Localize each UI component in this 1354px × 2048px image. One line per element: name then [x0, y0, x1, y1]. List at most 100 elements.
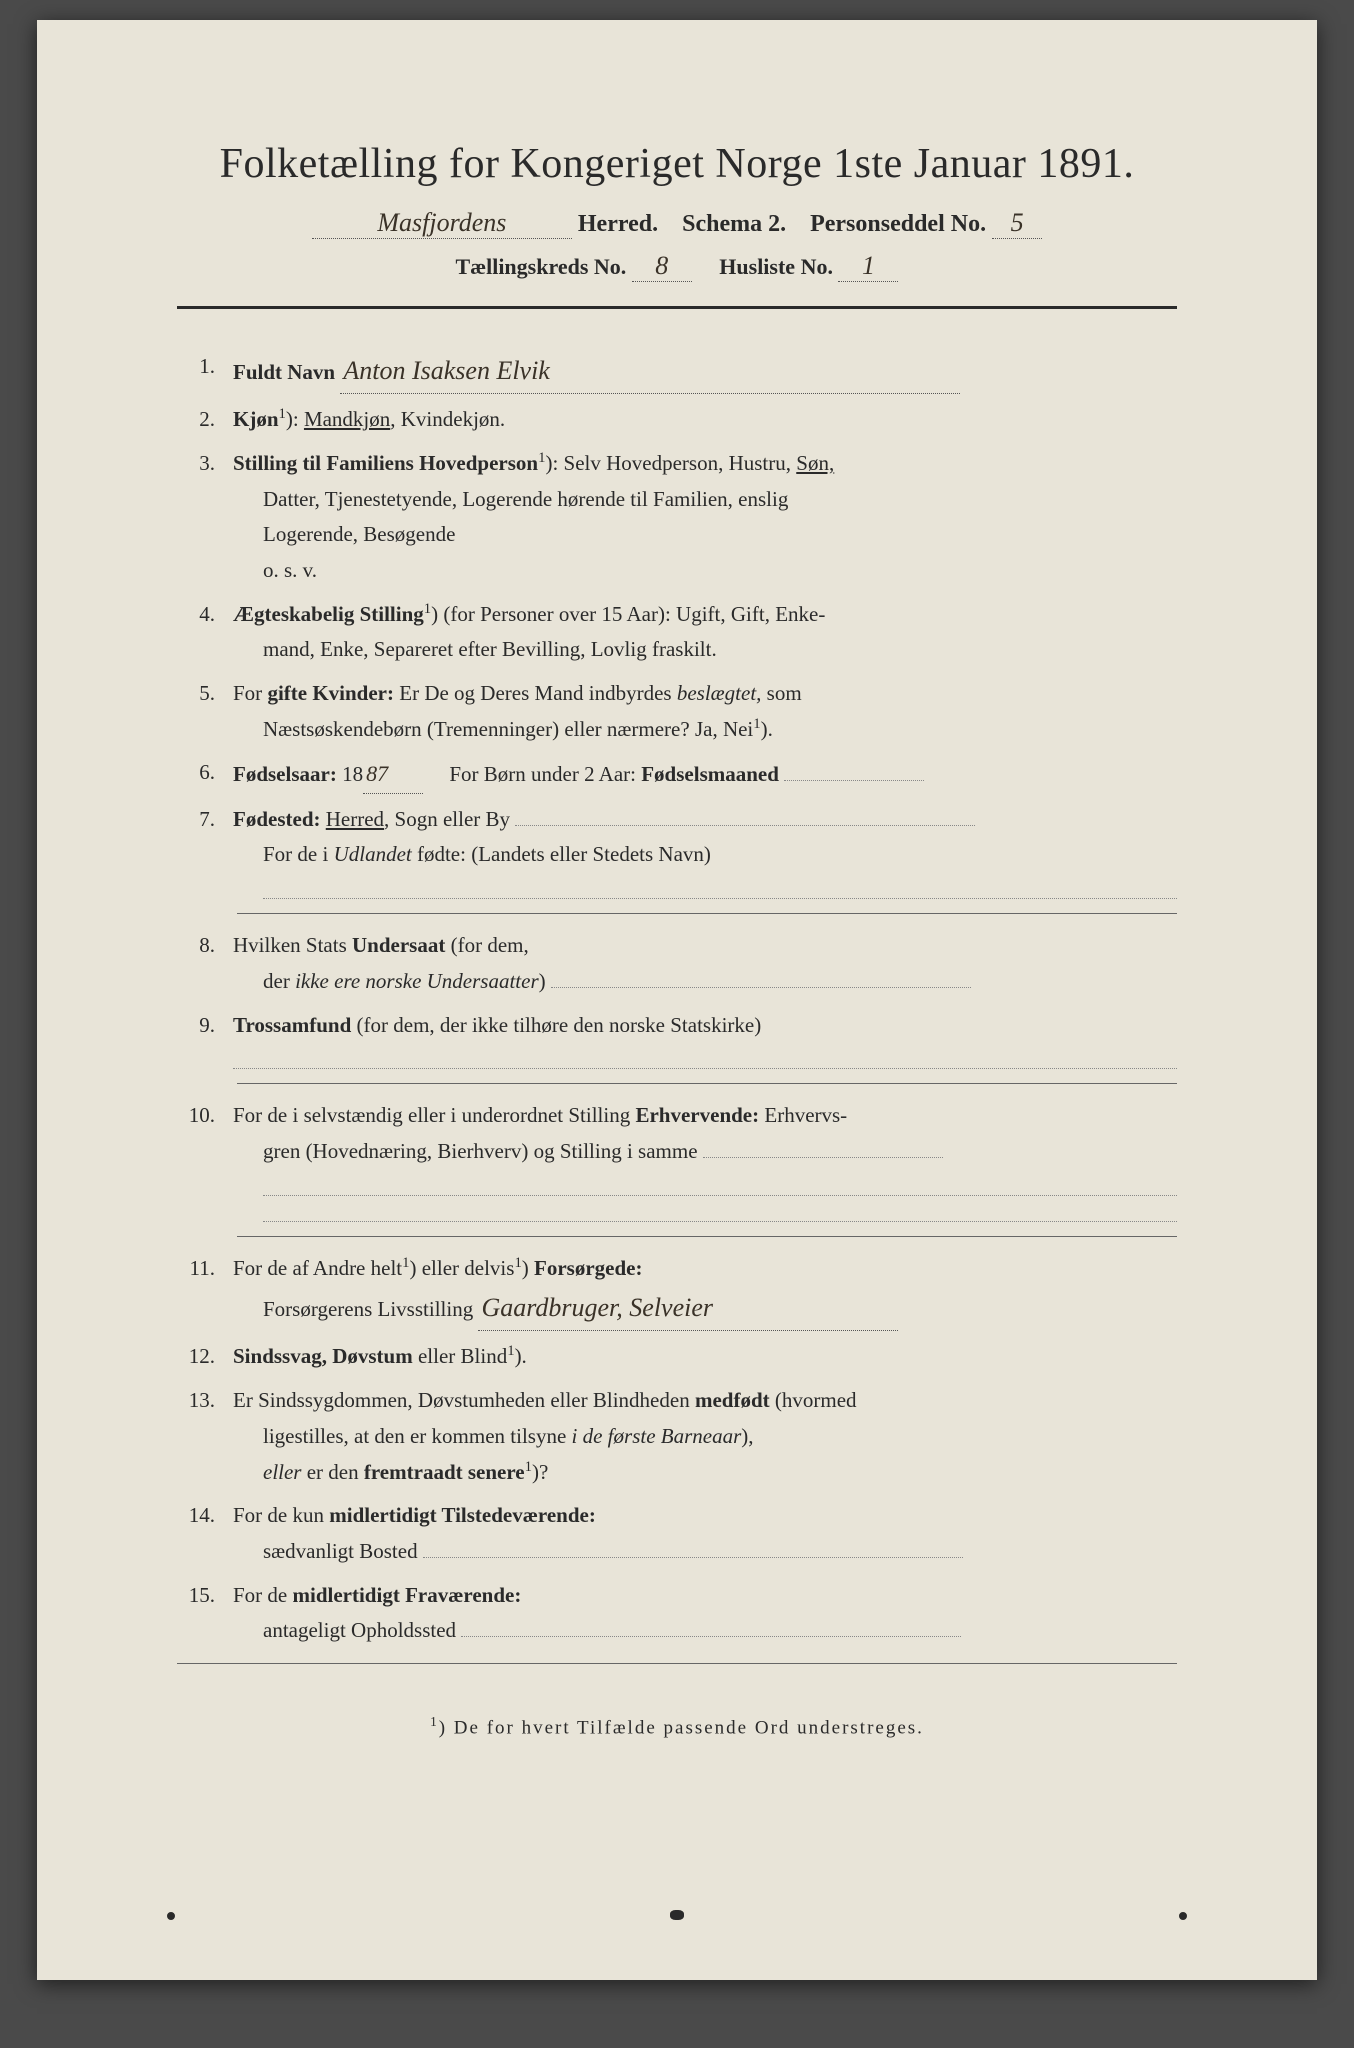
item-num: 8.	[177, 928, 233, 999]
herred-label: Herred.	[578, 211, 658, 237]
text: Forsørgerens Livsstilling	[263, 1297, 473, 1321]
item-body: Fødselsaar: 1887 For Børn under 2 Aar: F…	[233, 755, 1177, 793]
text: )	[522, 1256, 534, 1280]
item-3-cont3: o. s. v.	[233, 553, 1177, 589]
text: (for dem,	[445, 933, 528, 957]
item-3-underlined: Søn,	[796, 451, 834, 475]
item-7-underlined: Herred	[326, 807, 384, 831]
item-5-cont1: Næstsøskendebørn (Tremenninger) eller næ…	[233, 712, 1177, 748]
item-8-bold1: Undersaat	[352, 933, 445, 957]
punch-hole-icon	[1179, 1912, 1187, 1920]
text: ): Selv Hovedperson, Hustru,	[545, 451, 796, 475]
text: Er Sindssygdommen, Døvstumheden eller Bl…	[233, 1388, 695, 1412]
item-1-handwritten: Anton Isaksen Elvik	[340, 349, 960, 394]
subtitle-line-1: Masfjordens Herred. Schema 2. Personsedd…	[177, 208, 1177, 239]
dotted-blank	[703, 1157, 943, 1158]
item-num: 7.	[177, 802, 233, 899]
section-rule	[237, 1236, 1177, 1237]
item-11-bold1: Forsørgede:	[534, 1256, 642, 1280]
item-body: Trossamfund (for dem, der ikke tilhøre d…	[233, 1008, 1177, 1070]
item-7-label: Fødested:	[233, 807, 321, 831]
item-15-bold1: midlertidigt Fraværende:	[293, 1583, 522, 1607]
item-13-cont2: eller er den fremtraadt senere1)?	[233, 1455, 1177, 1491]
text: antageligt Opholdssted	[263, 1618, 456, 1642]
item-body: Hvilken Stats Undersaat (for dem, der ik…	[233, 928, 1177, 999]
text: Er De og Deres Mand indbyrdes	[394, 681, 677, 705]
item-9: 9. Trossamfund (for dem, der ikke tilhør…	[177, 1008, 1177, 1070]
schema-label: Schema 2.	[682, 211, 786, 237]
item-1: 1. Fuldt Navn Anton Isaksen Elvik	[177, 349, 1177, 394]
dotted-blank-line	[233, 1067, 1177, 1069]
item-num: 3.	[177, 446, 233, 589]
dotted-blank	[784, 780, 924, 781]
italic: eller	[263, 1460, 301, 1484]
item-5-bold1: gifte Kvinder:	[267, 681, 394, 705]
item-15: 15. For de midlertidigt Fraværende: anta…	[177, 1578, 1177, 1649]
text: For	[233, 681, 267, 705]
item-15-cont1: antageligt Opholdssted	[233, 1613, 1177, 1649]
text: For de i selvstændig eller i underordnet…	[233, 1103, 635, 1127]
italic: ikke ere norske Undersaatter	[295, 969, 539, 993]
item-1-label: Fuldt Navn	[233, 360, 335, 384]
text: eller Blind	[413, 1344, 507, 1368]
item-4-label: Ægteskabelig Stilling	[233, 602, 424, 626]
item-num: 1.	[177, 349, 233, 394]
text: (hvormed	[770, 1388, 857, 1412]
footer-rule	[177, 1663, 1177, 1664]
taellingskreds-no: 8	[632, 251, 692, 282]
section-rule	[237, 1083, 1177, 1084]
item-6-label: Fødselsaar:	[233, 762, 337, 786]
item-7-cont1: For de i Udlandet fødte: (Landets eller …	[233, 837, 1177, 873]
item-body: Er Sindssygdommen, Døvstumheden eller Bl…	[233, 1383, 1177, 1490]
item-5: 5. For gifte Kvinder: Er De og Deres Man…	[177, 676, 1177, 747]
italic: i de første Barneaar	[572, 1424, 742, 1448]
text: ).	[761, 717, 773, 741]
item-body: Ægteskabelig Stilling1) (for Personer ov…	[233, 597, 1177, 668]
item-10: 10. For de i selvstændig eller i underor…	[177, 1098, 1177, 1221]
item-num: 10.	[177, 1098, 233, 1221]
footnote: 1) De for hvert Tilfælde passende Ord un…	[177, 1714, 1177, 1739]
item-6-label2: Fødselsmaaned	[641, 762, 779, 786]
item-body: For de kun midlertidigt Tilstedeværende:…	[233, 1498, 1177, 1569]
item-num: 9.	[177, 1008, 233, 1070]
personseddel-label: Personseddel No.	[810, 211, 986, 237]
item-10-bold1: Erhvervende:	[635, 1103, 759, 1127]
item-num: 2.	[177, 402, 233, 438]
text: Næstsøskendebørn (Tremenninger) eller næ…	[263, 717, 753, 741]
item-11: 11. For de af Andre helt1) eller delvis1…	[177, 1251, 1177, 1332]
item-3-cont2: Logerende, Besøgende	[233, 517, 1177, 553]
husliste-no: 1	[838, 251, 898, 282]
dotted-blank	[551, 987, 971, 988]
text: ).	[515, 1344, 527, 1368]
dotted-blank	[515, 825, 975, 826]
punch-hole-icon	[670, 1910, 684, 1920]
text: ) eller delvis	[409, 1256, 514, 1280]
text: der	[263, 969, 295, 993]
item-8-cont1: der ikke ere norske Undersaatter)	[233, 964, 1177, 1000]
item-4: 4. Ægteskabelig Stilling1) (for Personer…	[177, 597, 1177, 668]
sup: 1	[753, 716, 760, 732]
text: ) (for Personer over 15 Aar): Ugift, Gif…	[431, 602, 825, 626]
text: , Sogn eller By	[384, 807, 510, 831]
dotted-blank-line	[263, 1220, 1177, 1222]
text: (for dem, der ikke tilhøre den norske St…	[351, 1013, 761, 1037]
item-num: 14.	[177, 1498, 233, 1569]
item-body: Kjøn1): Mandkjøn, Kvindekjøn.	[233, 402, 1177, 438]
item-num: 6.	[177, 755, 233, 793]
item-13-cont1: ligestilles, at den er kommen tilsyne i …	[233, 1419, 1177, 1455]
text: Hvilken Stats	[233, 933, 352, 957]
item-body: For de af Andre helt1) eller delvis1) Fo…	[233, 1251, 1177, 1332]
personseddel-no: 5	[992, 208, 1042, 239]
item-12: 12. Sindssvag, Døvstum eller Blind1).	[177, 1339, 1177, 1375]
item-num: 5.	[177, 676, 233, 747]
item-3-label: Stilling til Familiens Hovedperson	[233, 451, 538, 475]
item-14: 14. For de kun midlertidigt Tilstedevære…	[177, 1498, 1177, 1569]
item-body: Fødested: Herred, Sogn eller By For de i…	[233, 802, 1177, 899]
item-13: 13. Er Sindssygdommen, Døvstumheden elle…	[177, 1383, 1177, 1490]
item-11-handwritten: Gaardbruger, Selveier	[478, 1286, 898, 1331]
item-7: 7. Fødested: Herred, Sogn eller By For d…	[177, 802, 1177, 899]
taellingskreds-label: Tællingskreds No.	[456, 254, 627, 279]
item-14-bold1: midlertidigt Tilstedeværende:	[329, 1503, 596, 1527]
item-8: 8. Hvilken Stats Undersaat (for dem, der…	[177, 928, 1177, 999]
section-rule	[237, 913, 1177, 914]
